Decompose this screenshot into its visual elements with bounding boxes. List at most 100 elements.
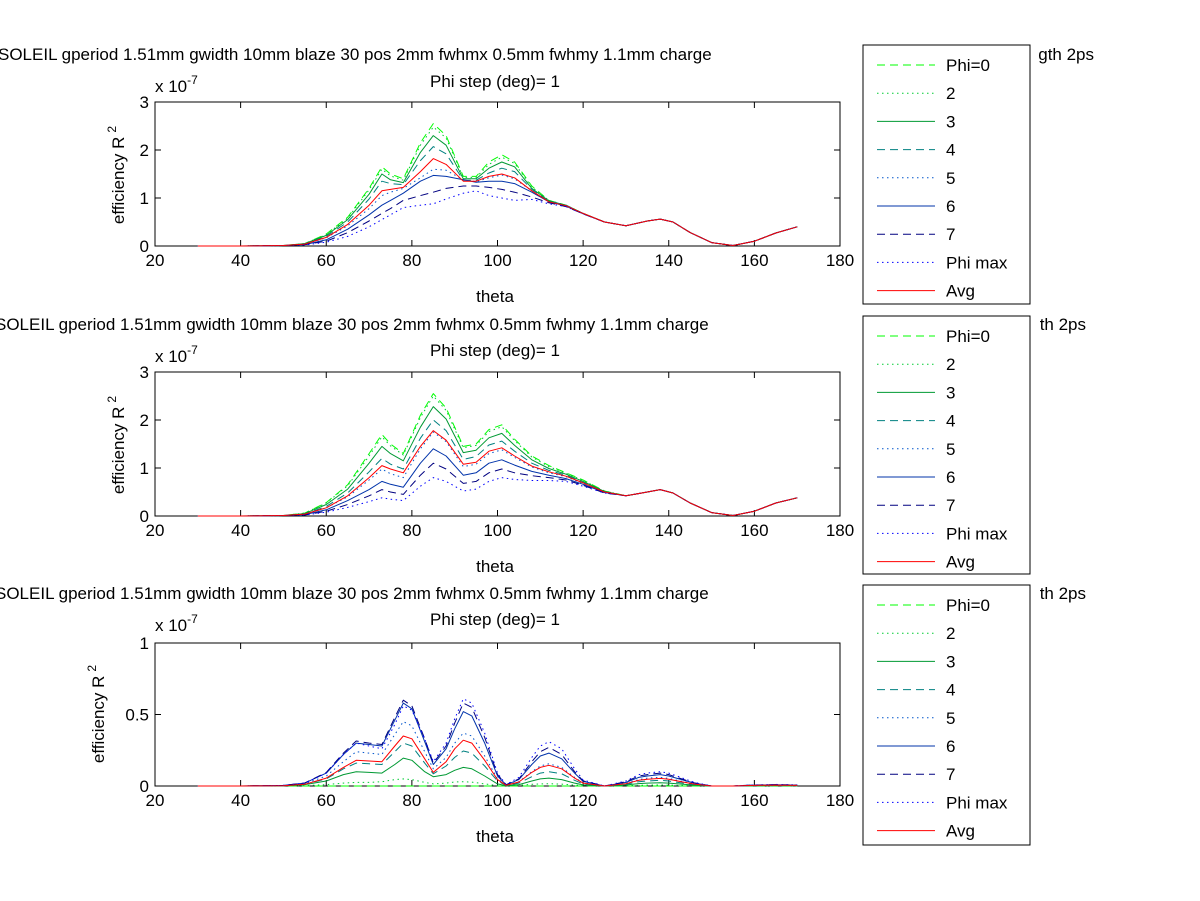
x-tick-label: 20 [146, 521, 165, 540]
y-tick-label: 2 [140, 411, 149, 430]
x-tick-label: 80 [402, 251, 421, 270]
legend-label: 4 [946, 141, 955, 160]
x-tick-label: 140 [655, 791, 683, 810]
x-tick-label: 40 [231, 791, 250, 810]
y-tick-label: 0 [140, 507, 149, 526]
x-tick-label: 120 [569, 791, 597, 810]
x-tick-label: 60 [317, 521, 336, 540]
x-tick-label: 40 [231, 521, 250, 540]
y-tick-label: 1 [140, 634, 149, 653]
legend-3: Phi=0 2 3 4 5 6 7 Phi max Avg [862, 584, 1031, 846]
subplot-1-ticks: 20 40 60 80 100 120 140 160 180 0 1 2 3 [140, 93, 855, 270]
series-line-7 [197, 699, 798, 787]
legend-2-box [862, 315, 1031, 575]
subplot-2-title: SOLEIL gperiod 1.51mm gwidth 10mm blaze … [0, 315, 709, 334]
subplot-3-ticks: 20 40 60 80 100 120 140 160 180 0 0.5 1 [125, 634, 854, 810]
subplot-2-xlabel: theta [476, 557, 514, 576]
series-line-avg [197, 430, 798, 517]
subplot-1-ylabel: efficiency R2 [105, 126, 128, 225]
y-tick-label: 3 [140, 363, 149, 382]
legend-label: 5 [946, 169, 955, 188]
x-tick-label: 160 [740, 791, 768, 810]
legend-label: Avg [946, 553, 975, 572]
y-tick-label: 0 [140, 777, 149, 796]
legend-label: 7 [946, 765, 955, 784]
subplot-3-title-tail: th 2ps [1040, 584, 1086, 603]
legend-label: Phi=0 [946, 327, 990, 346]
series-line-avg [197, 158, 798, 247]
x-tick-label: 140 [655, 251, 683, 270]
legend-label: Phi=0 [946, 56, 990, 75]
legend-label: 3 [946, 383, 955, 402]
subplot-2-subtitle: Phi step (deg)= 1 [430, 341, 560, 360]
subplot-2-title-tail: th 2ps [1040, 315, 1086, 334]
x-tick-label: 180 [826, 791, 854, 810]
subplot-1-series [197, 123, 798, 247]
x-tick-label: 60 [317, 791, 336, 810]
legend-2-items: Phi=0 2 3 4 5 6 7 Phi max Avg [877, 327, 1008, 572]
legend-label: 2 [946, 84, 955, 103]
y-tick-label: 0 [140, 237, 149, 256]
subplot-2-axes-box [154, 371, 841, 517]
x-tick-label: 120 [569, 251, 597, 270]
legend-label: 2 [946, 624, 955, 643]
x-tick-label: 60 [317, 251, 336, 270]
x-tick-label: 100 [483, 251, 511, 270]
x-tick-label: 180 [826, 251, 854, 270]
subplot-1-title: SOLEIL gperiod 1.51mm gwidth 10mm blaze … [0, 45, 712, 64]
y-tick-label: 0.5 [125, 706, 149, 725]
legend-1-items: Phi=0 2 3 4 5 6 7 Phi max Avg [877, 56, 1008, 301]
subplot-3-ylabel: efficiency R2 [85, 665, 108, 764]
legend-1: Phi=0 2 3 4 5 6 7 Phi max Avg [862, 44, 1031, 305]
subplot-1-y-multiplier: x 10-7 [155, 73, 198, 96]
legend-label: Phi=0 [946, 596, 990, 615]
x-tick-label: 20 [146, 791, 165, 810]
subplot-3-series [197, 698, 798, 787]
subplot-2-y-multiplier: x 10-7 [155, 343, 198, 366]
legend-3-items: Phi=0 2 3 4 5 6 7 Phi max Avg [877, 596, 1008, 841]
x-tick-label: 180 [826, 521, 854, 540]
legend-label: 6 [946, 737, 955, 756]
x-tick-label: 80 [402, 791, 421, 810]
x-tick-label: 20 [146, 251, 165, 270]
legend-label: Avg [946, 282, 975, 301]
y-tick-label: 1 [140, 459, 149, 478]
subplot-2-ticks: 20 40 60 80 100 120 140 160 180 0 1 2 3 [140, 363, 855, 540]
legend-label: Phi max [946, 253, 1008, 272]
legend-label: Phi max [946, 793, 1008, 812]
subplot-1-subtitle: Phi step (deg)= 1 [430, 72, 560, 91]
legend-label: 6 [946, 468, 955, 487]
y-tick-label: 1 [140, 189, 149, 208]
subplot-2: SOLEIL gperiod 1.51mm gwidth 10mm blaze … [0, 315, 1086, 576]
series-line-avg [197, 735, 798, 787]
legend-label: 4 [946, 681, 955, 700]
x-tick-label: 100 [483, 521, 511, 540]
subplot-2-series [197, 393, 798, 517]
legend-label: 4 [946, 412, 955, 431]
legend-label: 2 [946, 355, 955, 374]
legend-label: 7 [946, 496, 955, 515]
x-tick-label: 40 [231, 251, 250, 270]
legend-1-box [862, 44, 1031, 305]
legend-label: 7 [946, 225, 955, 244]
subplot-3: SOLEIL gperiod 1.51mm gwidth 10mm blaze … [0, 584, 1086, 846]
legend-label: 3 [946, 652, 955, 671]
subplot-1-axes-box [154, 101, 841, 247]
subplot-1-xlabel: theta [476, 287, 514, 306]
x-tick-label: 160 [740, 521, 768, 540]
subplot-3-title: SOLEIL gperiod 1.51mm gwidth 10mm blaze … [0, 584, 709, 603]
x-tick-label: 140 [655, 521, 683, 540]
legend-label: 5 [946, 709, 955, 728]
subplot-1: SOLEIL gperiod 1.51mm gwidth 10mm blaze … [0, 45, 1094, 306]
subplot-1-title-tail: gth 2ps [1038, 45, 1094, 64]
legend-label: 3 [946, 112, 955, 131]
legend-2: Phi=0 2 3 4 5 6 7 Phi max Avg [862, 315, 1031, 575]
legend-label: Phi max [946, 524, 1008, 543]
subplot-3-axes-box [154, 642, 841, 787]
subplot-2-ylabel: efficiency R2 [105, 396, 128, 495]
y-tick-label: 3 [140, 93, 149, 112]
x-tick-label: 120 [569, 521, 597, 540]
x-tick-label: 160 [740, 251, 768, 270]
series-line-4 [197, 146, 798, 247]
legend-label: 5 [946, 440, 955, 459]
